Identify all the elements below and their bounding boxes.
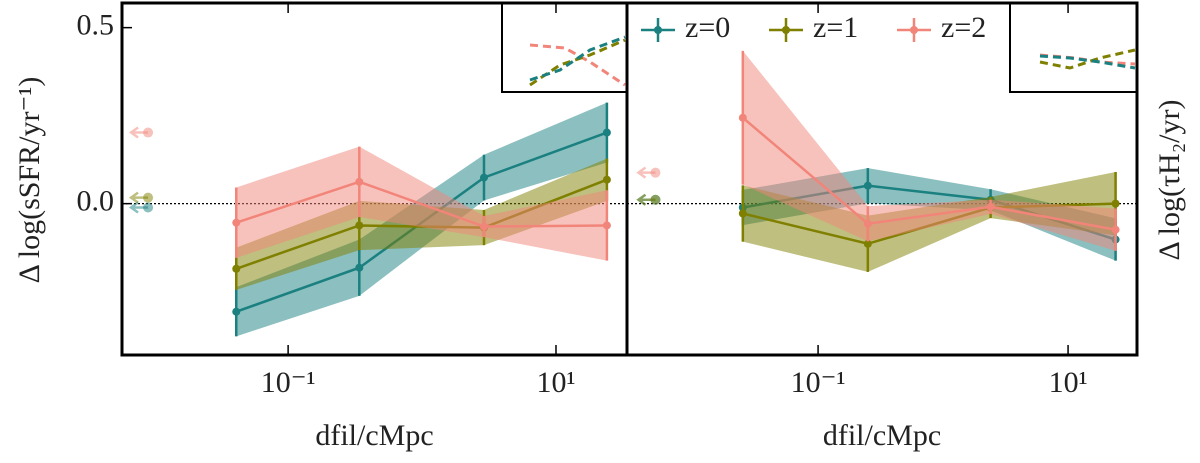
data-point bbox=[863, 181, 872, 190]
data-point bbox=[232, 307, 241, 316]
panel: 10⁻¹ 10¹ dfil/cMpc Δ log(τH₂/yr) z=0 z=1 z=2 bbox=[625, 1, 1186, 452]
data-point bbox=[863, 219, 872, 228]
data-point bbox=[232, 218, 241, 227]
legend-label: z=0 bbox=[685, 11, 730, 44]
ref-point bbox=[143, 127, 154, 138]
y-tick-label: 0.5 bbox=[77, 9, 115, 42]
data-point bbox=[355, 221, 364, 230]
x-tick-label: 10⁻¹ bbox=[261, 366, 316, 399]
legend-swatch bbox=[654, 26, 662, 34]
series-line bbox=[742, 116, 1116, 231]
plot-frame bbox=[625, 1, 1139, 357]
data-point bbox=[355, 263, 364, 272]
x-axis-label: dfil/cMpc bbox=[823, 419, 941, 452]
y-tick-label: 0.0 bbox=[77, 185, 115, 218]
data-point bbox=[232, 264, 241, 273]
y-axis-label: Δ log(sSFR/yr⁻¹) bbox=[13, 77, 46, 284]
x-tick-label: 10¹ bbox=[536, 366, 575, 399]
inset-line bbox=[1039, 48, 1136, 70]
series-line bbox=[235, 180, 607, 228]
data-point bbox=[602, 128, 611, 137]
data-point bbox=[602, 175, 611, 184]
data-point bbox=[1111, 199, 1120, 208]
inset-frame bbox=[1009, 2, 1138, 93]
legend-label: z=1 bbox=[813, 11, 858, 44]
inset-right bbox=[1009, 2, 1138, 93]
inset-left bbox=[501, 2, 628, 93]
inset-line bbox=[529, 35, 626, 82]
x-tick-label: 10⁻¹ bbox=[791, 366, 846, 399]
inset-line bbox=[1039, 54, 1136, 70]
data-point bbox=[479, 173, 488, 182]
data-point bbox=[863, 239, 872, 248]
inset-frame bbox=[501, 2, 628, 93]
legend-swatch bbox=[782, 26, 790, 34]
ref-point bbox=[143, 192, 154, 203]
error-band bbox=[742, 50, 1116, 251]
ref-point bbox=[143, 202, 154, 213]
panel: 10⁻¹ 10¹ 0.0 0.5 dfil/cMpc Δ log(sSFR/yr⁻¹) bbox=[13, 1, 629, 452]
x-tick-label: 10¹ bbox=[1049, 366, 1088, 399]
data-point bbox=[479, 222, 488, 231]
legend-swatch bbox=[910, 26, 918, 34]
x-axis-label: dfil/cMpc bbox=[315, 419, 433, 452]
data-point bbox=[986, 202, 995, 211]
data-point bbox=[355, 177, 364, 186]
inset-line bbox=[529, 43, 626, 87]
data-point bbox=[738, 209, 747, 218]
data-point bbox=[602, 221, 611, 230]
y-axis-label: Δ log(τH₂/yr) bbox=[1153, 100, 1186, 261]
ref-point bbox=[650, 167, 661, 178]
data-point bbox=[1111, 225, 1120, 234]
legend-label: z=2 bbox=[941, 11, 986, 44]
ref-point bbox=[650, 194, 661, 205]
data-point bbox=[738, 113, 747, 122]
